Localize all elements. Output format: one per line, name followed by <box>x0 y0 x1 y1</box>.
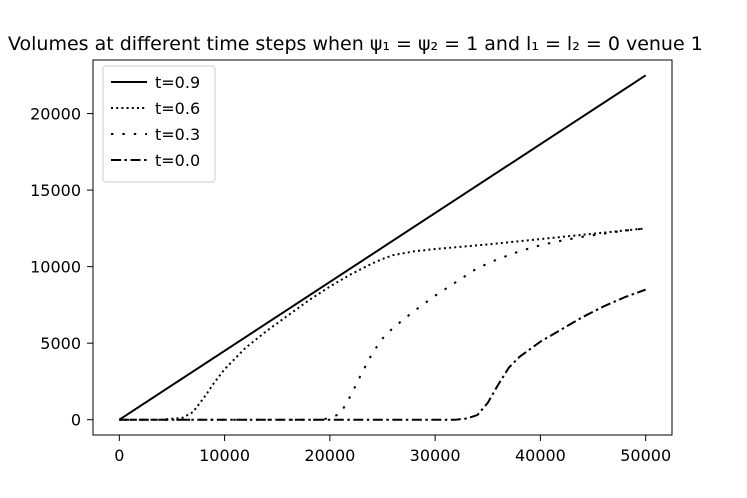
series-line-t-0-0 <box>119 288 647 421</box>
legend-label: t=0.0 <box>155 151 200 170</box>
series-line-t-0-9 <box>118 74 647 421</box>
x-tick-label: 0 <box>114 446 124 465</box>
plot-frame <box>92 59 673 436</box>
y-tick-label: 10000 <box>30 258 81 277</box>
series-lines <box>118 74 647 421</box>
y-tick-label: 0 <box>71 411 81 430</box>
x-tick-label: 40000 <box>515 446 566 465</box>
legend-box <box>102 65 216 183</box>
y-tick-label: 15000 <box>30 181 81 200</box>
series-line-t-0-3 <box>119 227 646 421</box>
chart-title: Volumes at different time steps when ψ₁ … <box>8 33 703 55</box>
y-tick-label: 5000 <box>40 334 81 353</box>
legend-label: t=0.3 <box>155 125 200 144</box>
x-tick-label: 30000 <box>410 446 461 465</box>
legend-label: t=0.9 <box>155 73 200 92</box>
x-tick-label: 50000 <box>620 446 671 465</box>
series-line-t-0-6 <box>119 227 646 421</box>
y-tick-label: 20000 <box>30 105 81 124</box>
axis-ticks: 0 10000 20000 30000 40000 50000 0 5000 10000 1500… <box>30 105 671 465</box>
legend-label: t=0.6 <box>155 99 200 118</box>
x-tick-label: 20000 <box>304 446 355 465</box>
x-tick-label: 10000 <box>199 446 250 465</box>
legend: t=0.9 t=0.6 t=0.3 t=0.0 <box>102 65 216 183</box>
